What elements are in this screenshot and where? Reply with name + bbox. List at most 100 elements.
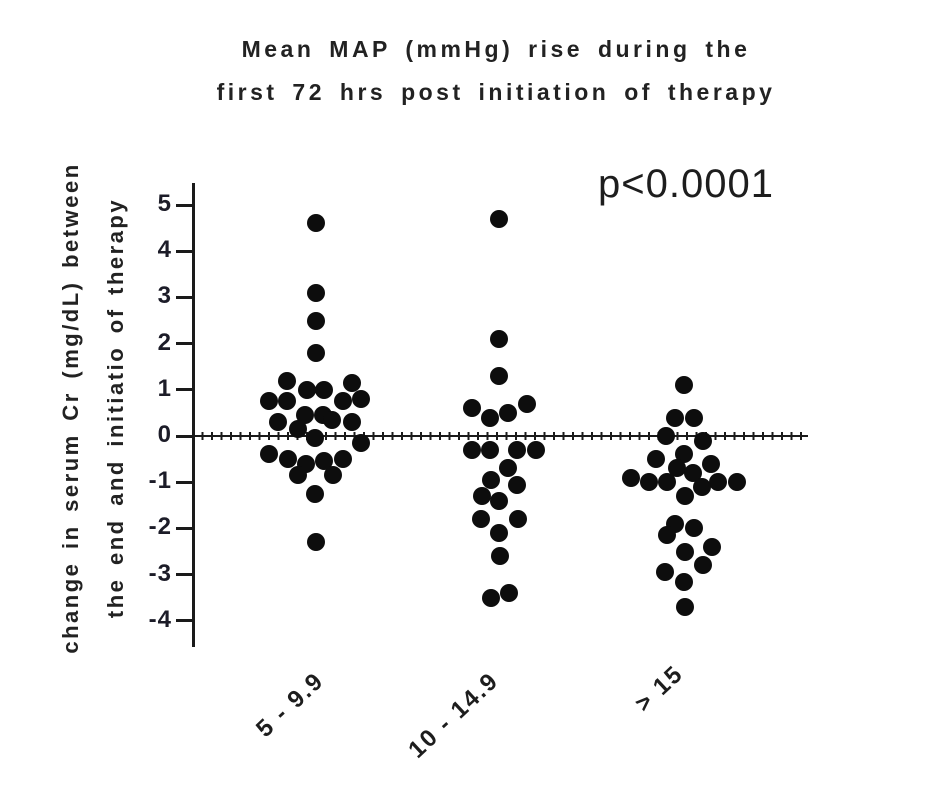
data-point <box>490 524 508 543</box>
y-tick-label: 2 <box>157 328 172 356</box>
data-point <box>352 433 370 452</box>
y-tick-label: 5 <box>157 190 172 217</box>
data-point <box>343 373 361 392</box>
data-point <box>490 329 508 348</box>
data-point <box>728 473 746 492</box>
y-axis-line <box>192 183 195 647</box>
y-tick-mark <box>176 526 193 530</box>
data-point <box>279 450 297 469</box>
data-point <box>352 390 370 409</box>
data-point <box>463 440 481 459</box>
data-point <box>491 547 509 566</box>
y-tick-label: 4 <box>157 236 172 264</box>
data-point <box>315 380 333 399</box>
x-category-label: 10 - 14.9 <box>403 667 505 764</box>
y-tick-label: 0 <box>157 421 172 448</box>
chart-title: Mean MAP (mmHg) rise during the first 72… <box>60 28 932 114</box>
data-point <box>490 209 508 228</box>
x-category-label: > 15 <box>629 660 689 718</box>
data-point <box>702 454 720 473</box>
data-point <box>709 473 727 492</box>
y-tick-label: -4 <box>148 605 172 633</box>
data-point <box>657 427 675 445</box>
zero-baseline <box>192 435 808 437</box>
data-point <box>499 403 517 422</box>
y-tick-label: 1 <box>157 374 172 402</box>
data-point <box>472 510 490 529</box>
data-point <box>694 431 712 450</box>
data-point <box>278 371 296 390</box>
data-point <box>482 588 500 607</box>
data-point <box>666 408 684 427</box>
chart-title-line2: first 72 hrs post initiation of therapy <box>216 79 776 105</box>
y-tick-mark <box>176 388 193 392</box>
data-point <box>296 406 314 425</box>
chart-title-line1: Mean MAP (mmHg) rise during the <box>241 36 751 62</box>
data-point <box>675 445 693 464</box>
data-point <box>307 311 325 330</box>
data-point <box>490 491 508 510</box>
data-point <box>334 450 352 469</box>
data-point <box>343 413 361 432</box>
data-point <box>289 420 307 439</box>
data-point <box>703 537 721 556</box>
data-point <box>307 214 325 233</box>
data-point <box>289 466 307 485</box>
data-point <box>676 597 694 616</box>
y-tick-mark <box>176 573 193 577</box>
x-category-label: 5 - 9.9 <box>250 667 330 743</box>
data-point <box>324 466 342 485</box>
data-point <box>685 519 703 538</box>
y-tick-mark <box>176 619 193 623</box>
data-point <box>508 475 526 494</box>
data-point <box>658 526 676 545</box>
y-tick-mark <box>176 480 193 484</box>
data-point <box>473 487 491 506</box>
data-point <box>315 452 333 471</box>
data-point <box>640 473 658 492</box>
data-point <box>518 394 536 413</box>
data-point <box>693 477 711 496</box>
data-point <box>668 459 686 478</box>
y-tick-label: -3 <box>148 559 172 587</box>
data-point <box>278 392 296 411</box>
data-point <box>298 380 316 399</box>
data-point <box>334 392 352 411</box>
y-tick-label: -2 <box>148 513 172 541</box>
data-point <box>490 366 508 385</box>
y-tick-mark <box>176 434 193 438</box>
data-point <box>656 563 674 582</box>
data-point <box>482 470 500 489</box>
data-point <box>647 450 665 469</box>
data-point <box>323 410 341 429</box>
data-point <box>675 572 693 591</box>
y-tick-label: -1 <box>148 467 172 495</box>
data-point <box>684 463 702 482</box>
data-point <box>481 408 499 427</box>
data-point <box>676 542 694 561</box>
data-point <box>508 440 526 459</box>
data-point <box>481 440 499 459</box>
data-point <box>463 399 481 418</box>
y-tick-mark <box>176 342 193 346</box>
data-point <box>676 487 694 506</box>
data-point <box>527 440 545 459</box>
data-point <box>622 468 640 487</box>
y-tick-mark <box>176 249 193 253</box>
data-point <box>260 445 278 464</box>
data-point <box>269 413 287 432</box>
data-point <box>658 473 676 492</box>
y-axis-label-line1: change in serum Cr (mg/dL) between <box>58 162 83 654</box>
data-point <box>307 283 325 302</box>
data-point <box>685 408 703 427</box>
y-tick-mark <box>176 203 193 207</box>
data-point <box>509 510 527 529</box>
data-point <box>306 429 324 448</box>
data-point <box>306 484 324 503</box>
y-tick-mark <box>176 295 193 299</box>
data-point <box>260 392 278 411</box>
p-value-annotation: p<0.0001 <box>598 162 774 206</box>
y-tick-label: 3 <box>157 282 172 310</box>
data-point <box>307 343 325 362</box>
